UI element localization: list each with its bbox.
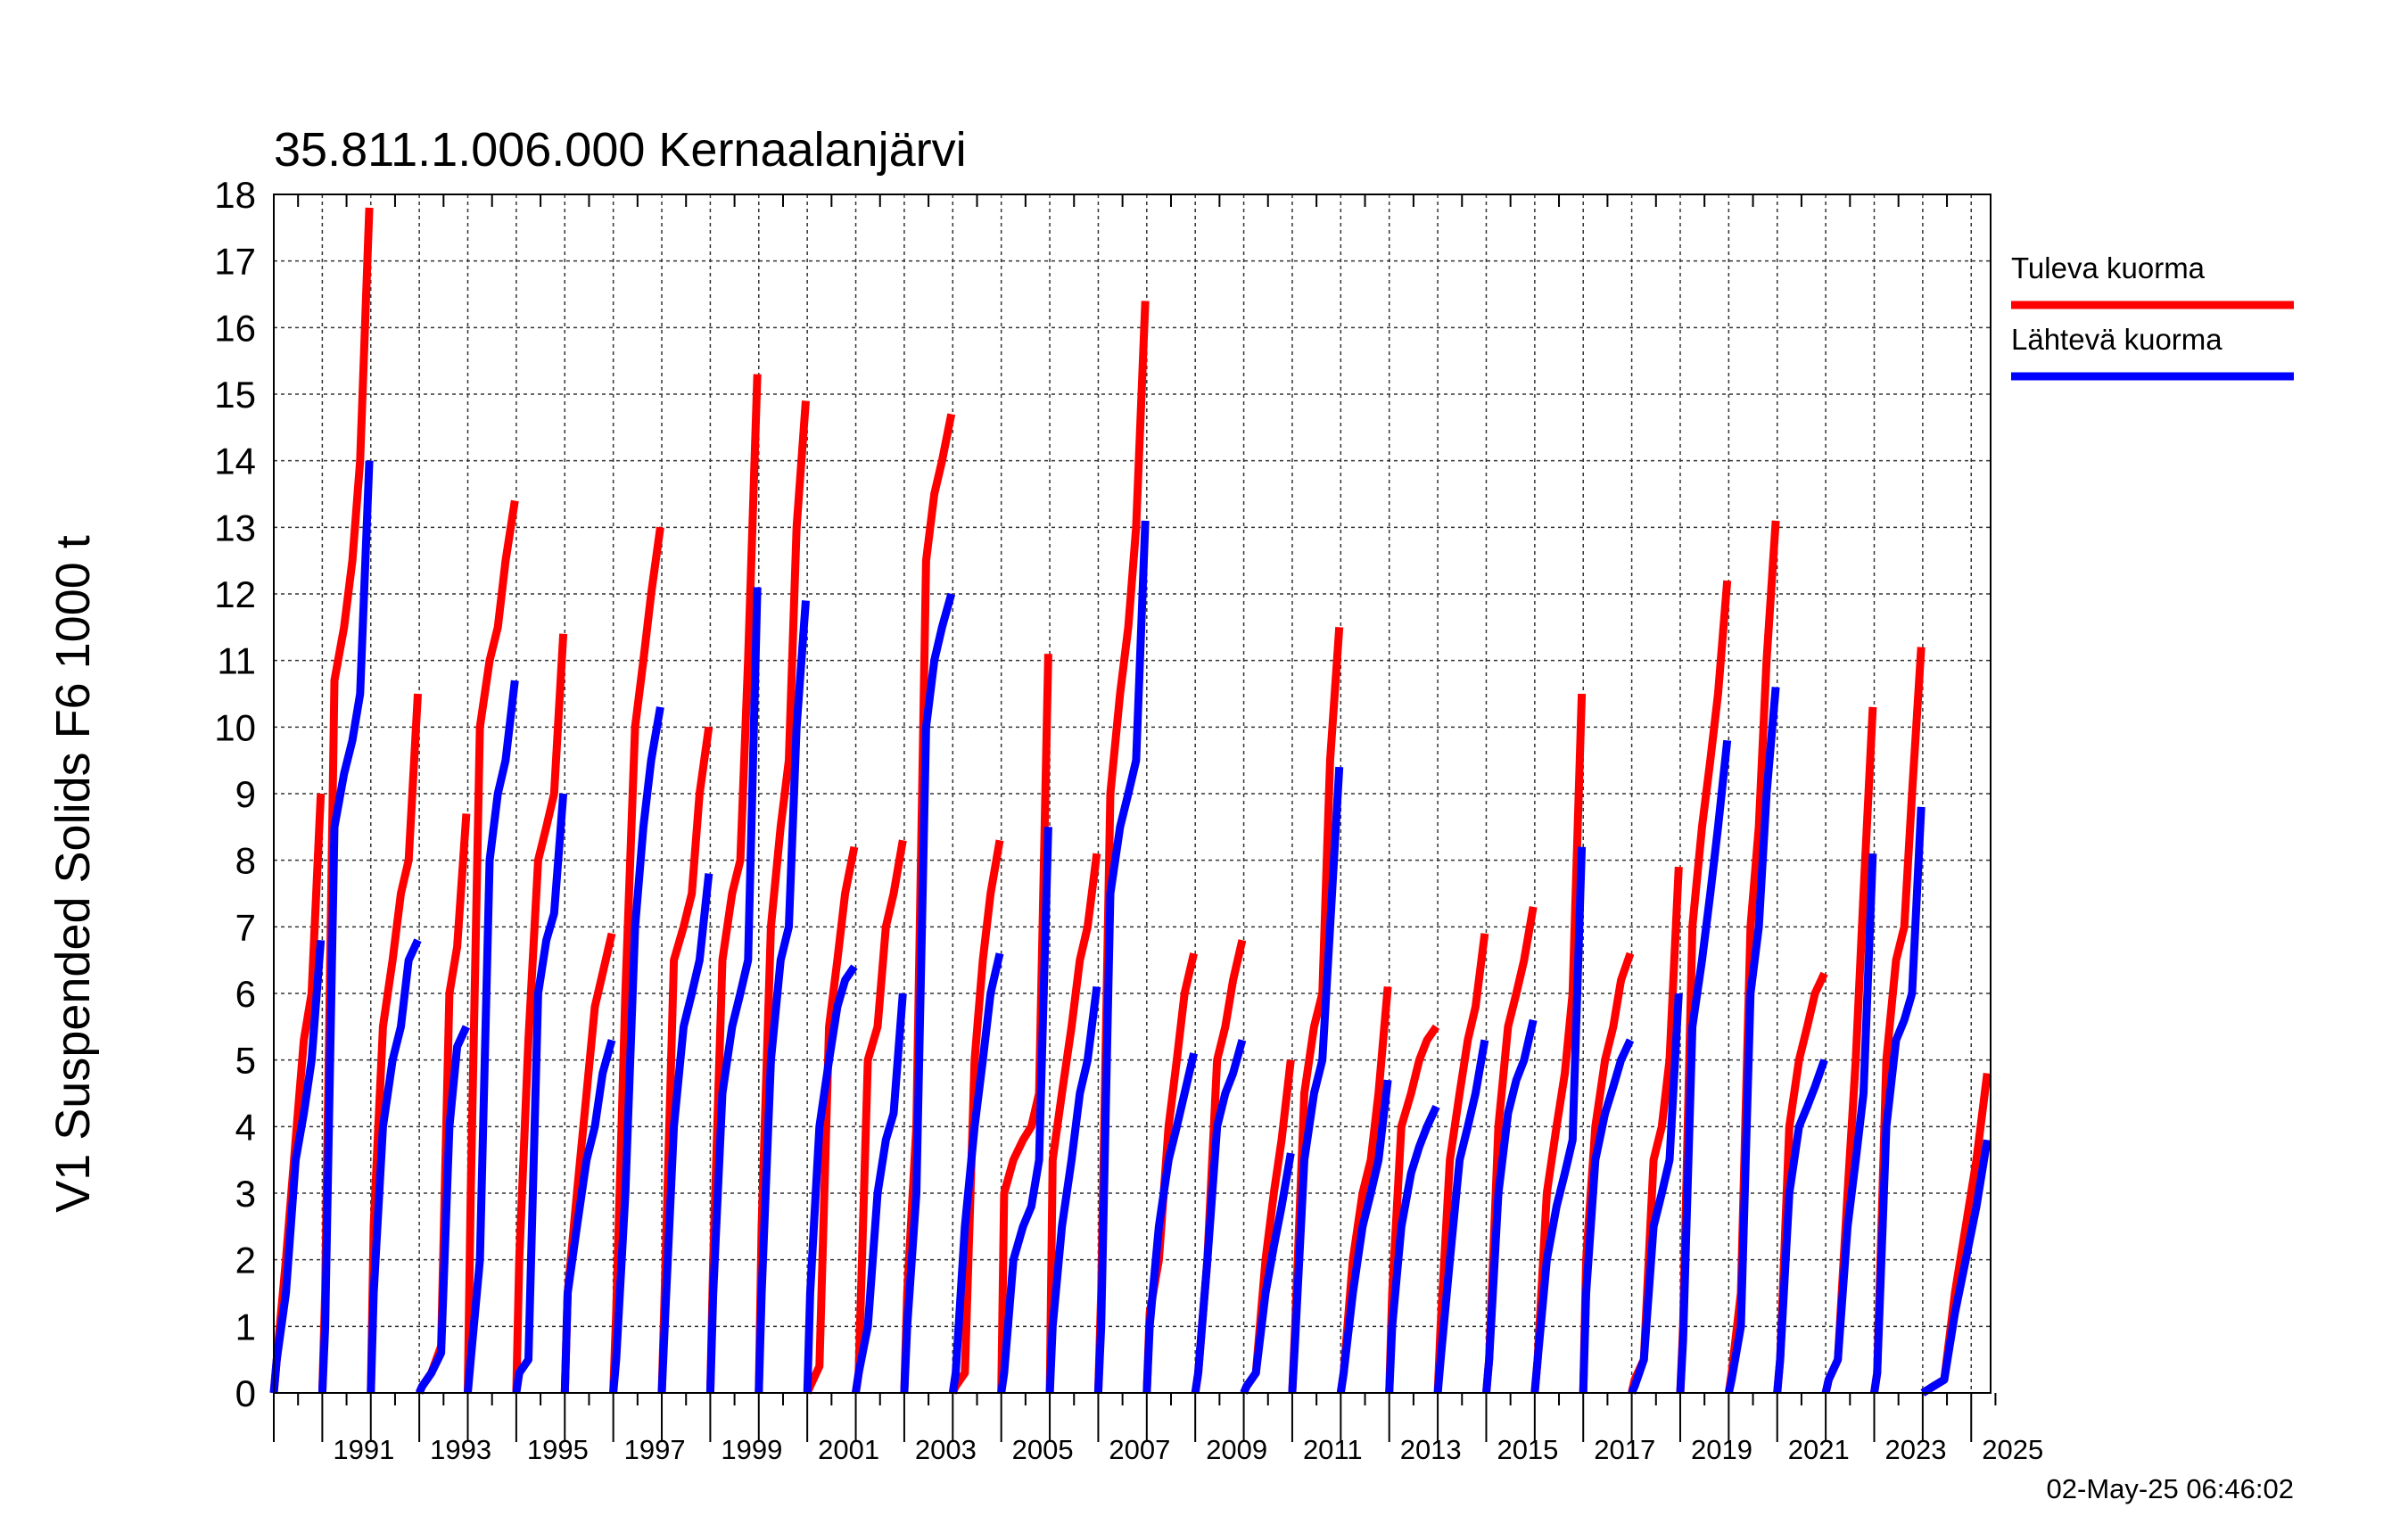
series-line-segment <box>1288 766 1344 1394</box>
series-line-segment <box>1530 846 1587 1394</box>
x-tick-label: 2015 <box>1497 1434 1558 1465</box>
series-line-segment <box>1240 1152 1295 1395</box>
x-tick-label: 2021 <box>1788 1434 1850 1465</box>
y-tick-label: 3 <box>235 1173 256 1215</box>
series-line-segment <box>900 592 956 1394</box>
y-tick-label: 12 <box>214 573 256 615</box>
series-line-segment <box>317 460 374 1394</box>
y-tick-label: 0 <box>235 1372 256 1414</box>
x-tick-label: 1999 <box>721 1434 782 1465</box>
y-tick-label: 1 <box>235 1306 256 1347</box>
series-line-segment <box>1142 1052 1198 1394</box>
series-line-segment <box>1385 1105 1440 1394</box>
x-tick-label: 2001 <box>818 1434 879 1465</box>
series-line-segment <box>1870 806 1926 1394</box>
series-line-segment <box>269 939 326 1394</box>
y-tick-label: 18 <box>214 174 256 216</box>
series-lahteva-kuorma <box>269 460 1992 1397</box>
series-line-segment <box>415 1025 470 1395</box>
x-tick-label: 1991 <box>333 1434 394 1465</box>
x-tick-label: 2025 <box>1982 1434 2043 1465</box>
series-line-segment <box>1336 1079 1392 1394</box>
series-line-segment <box>1191 1039 1247 1394</box>
x-tick-label: 2019 <box>1691 1434 1752 1465</box>
x-tick-label: 2009 <box>1206 1434 1267 1465</box>
series-line-segment <box>804 845 859 1395</box>
series-line-segment <box>852 993 907 1394</box>
series-line-segment <box>1920 1073 1992 1397</box>
legend: Tuleva kuorma Lähtevä kuorma <box>2011 251 2294 381</box>
y-tick-label: 4 <box>235 1106 256 1148</box>
legend-label: Tuleva kuorma <box>2011 251 2206 284</box>
series-line-segment <box>657 873 713 1394</box>
series-line-segment <box>1240 1059 1295 1395</box>
series-line-segment <box>1385 1024 1440 1394</box>
y-tick-label: 13 <box>214 507 256 548</box>
legend-label: Lähtevä kuorma <box>2011 323 2222 356</box>
series-line-segment <box>705 587 762 1394</box>
series-line-segment <box>464 680 519 1394</box>
series-line-segment <box>1045 985 1101 1394</box>
y-tick-label: 10 <box>214 706 256 748</box>
y-tick-label: 16 <box>214 307 256 349</box>
y-tick-label: 2 <box>235 1240 256 1281</box>
y-tick-label: 17 <box>214 241 256 283</box>
series-line-segment <box>1821 853 1877 1394</box>
x-tick-label: 2011 <box>1303 1434 1363 1465</box>
series-line-segment <box>512 793 568 1394</box>
grid-layer <box>274 194 1991 1393</box>
y-tick-label: 15 <box>214 374 256 416</box>
x-tick-label: 2017 <box>1594 1434 1655 1465</box>
series-line-segment <box>997 827 1052 1394</box>
series-line-segment <box>464 499 519 1394</box>
series-line-segment <box>755 600 810 1394</box>
series-line-segment <box>609 706 664 1394</box>
chart-title: 35.811.1.006.000 Kernaalanjärvi <box>274 123 967 177</box>
x-tick-label: 2003 <box>915 1434 977 1465</box>
series-line-segment <box>1093 520 1150 1394</box>
series-line-segment <box>948 952 1004 1394</box>
x-tick-label: 2007 <box>1109 1434 1170 1465</box>
plot-area-frame <box>273 194 1992 1394</box>
x-tick-label: 1997 <box>624 1434 686 1465</box>
y-tick-label: 7 <box>235 906 256 948</box>
series-line-segment <box>1676 739 1732 1394</box>
series-line-segment <box>1045 853 1101 1394</box>
series-line-segment <box>1433 1039 1489 1394</box>
x-tick-label: 2023 <box>1884 1434 1946 1465</box>
timestamp-label: 02-May-25 06:46:02 <box>2047 1473 2294 1504</box>
series-line-segment <box>1579 1038 1635 1394</box>
series-line-segment <box>1628 993 1683 1395</box>
x-tick-label: 2013 <box>1400 1434 1462 1465</box>
x-tick-label: 1995 <box>527 1434 589 1465</box>
x-tick-label: 2005 <box>1012 1434 1074 1465</box>
y-tick-label: 5 <box>235 1040 256 1082</box>
y-tick-label: 14 <box>214 441 256 482</box>
series-line-segment <box>1725 687 1780 1394</box>
y-tick-label: 9 <box>235 773 256 815</box>
series-line-segment <box>512 633 568 1394</box>
series-line-segment <box>803 964 858 1394</box>
y-tick-label: 8 <box>235 840 256 882</box>
series-line-segment <box>367 938 422 1394</box>
y-tick-label: 11 <box>217 640 256 682</box>
x-tick-label: 1993 <box>430 1434 491 1465</box>
series-layer <box>269 207 1992 1397</box>
y-axis-label: V1 Suspended Solids F6 1000 t <box>46 535 100 1213</box>
series-line-segment <box>1920 1139 1992 1397</box>
series-line-segment <box>560 1039 616 1394</box>
series-line-segment <box>1773 1059 1828 1394</box>
series-line-segment <box>1482 1018 1538 1394</box>
y-tick-label: 6 <box>235 973 256 1015</box>
